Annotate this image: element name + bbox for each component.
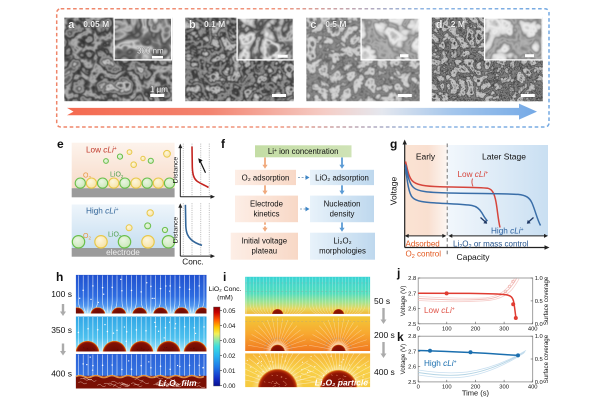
- svg-text:LiO₂ adsorption: LiO₂ adsorption: [315, 173, 369, 182]
- svg-text:Distance: Distance: [173, 217, 180, 244]
- svg-text:1 μm: 1 μm: [150, 85, 168, 94]
- svg-text:50 s: 50 s: [374, 296, 390, 306]
- svg-text:400: 400: [528, 326, 538, 332]
- svg-text:2.8: 2.8: [408, 276, 416, 282]
- svg-text:2.7: 2.7: [408, 291, 416, 297]
- svg-text:0.05: 0.05: [223, 308, 236, 315]
- svg-text:O2: O2: [83, 173, 91, 181]
- svg-text:Distance: Distance: [173, 157, 180, 184]
- svg-text:Li₂O₂: Li₂O₂: [333, 237, 351, 246]
- svg-text:h: h: [56, 270, 63, 284]
- svg-text:e: e: [57, 137, 64, 151]
- svg-text:LiO2: LiO2: [110, 172, 124, 180]
- svg-text:j: j: [396, 266, 400, 280]
- svg-text:2.6: 2.6: [408, 365, 416, 371]
- svg-text:Initial voltage: Initial voltage: [242, 237, 288, 246]
- svg-text:0.5: 0.5: [535, 299, 543, 305]
- svg-text:Electrode: Electrode: [250, 200, 283, 209]
- svg-text:400: 400: [528, 384, 538, 390]
- svg-text:0.0: 0.0: [535, 380, 543, 386]
- svg-text:Time (s): Time (s): [462, 389, 490, 398]
- svg-text:O2 control: O2 control: [406, 249, 442, 260]
- svg-text:(mM): (mM): [217, 295, 233, 302]
- svg-text:Low cLi+: Low cLi+: [458, 170, 489, 179]
- svg-text:d: d: [436, 19, 443, 31]
- svg-text:Early: Early: [416, 152, 436, 162]
- svg-text:0: 0: [417, 384, 420, 390]
- svg-text:c: c: [310, 19, 316, 31]
- svg-text:O2: O2: [83, 233, 91, 241]
- svg-text:2.8: 2.8: [408, 334, 416, 340]
- svg-text:Conc.: Conc.: [182, 258, 203, 267]
- svg-text:plateau: plateau: [252, 247, 278, 256]
- svg-text:morphologies: morphologies: [319, 247, 366, 256]
- svg-text:300: 300: [499, 384, 509, 390]
- svg-text:k: k: [397, 330, 404, 344]
- svg-text:0.05 M: 0.05 M: [83, 19, 109, 29]
- svg-text:f: f: [221, 137, 226, 151]
- svg-text:200: 200: [471, 326, 481, 332]
- svg-text:Nucleation: Nucleation: [324, 200, 361, 209]
- svg-text:a: a: [68, 19, 75, 31]
- svg-text:electrode: electrode: [106, 248, 140, 257]
- svg-text:0.1 M: 0.1 M: [204, 19, 225, 29]
- svg-text:Voltage (V): Voltage (V): [400, 344, 407, 375]
- svg-text:O₂ adsorption: O₂ adsorption: [242, 173, 290, 182]
- svg-text:Li₂O₂ film: Li₂O₂ film: [158, 378, 197, 388]
- svg-text:100: 100: [442, 384, 452, 390]
- svg-text:2.6: 2.6: [408, 307, 416, 313]
- svg-text:LiO₂ Conc.: LiO₂ Conc.: [209, 286, 242, 293]
- svg-text:density: density: [330, 210, 355, 219]
- svg-text:0: 0: [417, 326, 420, 332]
- svg-text:Surface coverage: Surface coverage: [543, 276, 550, 325]
- svg-text:1.0: 1.0: [535, 276, 543, 282]
- svg-text:High cLi+: High cLi+: [424, 359, 457, 368]
- svg-text:Surface coverage: Surface coverage: [543, 334, 550, 383]
- svg-text:Low cLi+: Low cLi+: [424, 306, 455, 315]
- svg-text:Later Stage: Later Stage: [482, 152, 526, 162]
- svg-text:300: 300: [499, 326, 509, 332]
- svg-text:0.04: 0.04: [223, 323, 236, 330]
- svg-text:200 s: 200 s: [374, 330, 395, 340]
- svg-text:0.01: 0.01: [223, 368, 236, 375]
- svg-text:g: g: [390, 137, 397, 151]
- svg-text:Li+ ion concentration: Li+ ion concentration: [268, 147, 339, 156]
- svg-text:kinetics: kinetics: [254, 210, 280, 219]
- svg-text:100: 100: [442, 326, 452, 332]
- svg-text:0.03: 0.03: [223, 338, 236, 345]
- svg-text:200: 200: [471, 384, 481, 390]
- svg-text:i: i: [223, 270, 226, 284]
- svg-text:2.7: 2.7: [408, 349, 416, 355]
- svg-text:Voltage (V): Voltage (V): [400, 286, 407, 317]
- svg-text:400 s: 400 s: [374, 367, 395, 377]
- svg-text:0.02: 0.02: [223, 353, 236, 360]
- svg-text:Voltage: Voltage: [389, 177, 399, 206]
- svg-text:2.5: 2.5: [408, 322, 416, 328]
- svg-text:0.0: 0.0: [535, 322, 543, 328]
- svg-text:2.5: 2.5: [408, 380, 416, 386]
- svg-text:Li2O2 or mass control: Li2O2 or mass control: [453, 239, 529, 250]
- svg-text:Capacity: Capacity: [456, 252, 490, 262]
- svg-text:b: b: [189, 19, 196, 31]
- svg-text:400 s: 400 s: [51, 369, 72, 379]
- svg-text:Li₂O₂ particle: Li₂O₂ particle: [315, 378, 369, 388]
- svg-text:High cLi+: High cLi+: [86, 207, 119, 216]
- svg-text:350 s: 350 s: [51, 325, 72, 335]
- svg-text:Low cLi+: Low cLi+: [86, 146, 117, 155]
- svg-text:100 s: 100 s: [51, 289, 72, 299]
- svg-text:2 M: 2 M: [451, 19, 465, 29]
- svg-text:0.5: 0.5: [535, 357, 543, 363]
- svg-text:Adsorbed: Adsorbed: [406, 239, 440, 248]
- svg-text:300 nm: 300 nm: [137, 47, 164, 56]
- svg-text:0.00: 0.00: [223, 383, 236, 390]
- svg-text:High cLi+: High cLi+: [491, 227, 524, 236]
- svg-text:1.0: 1.0: [535, 334, 543, 340]
- svg-text:0.5 M: 0.5 M: [325, 19, 346, 29]
